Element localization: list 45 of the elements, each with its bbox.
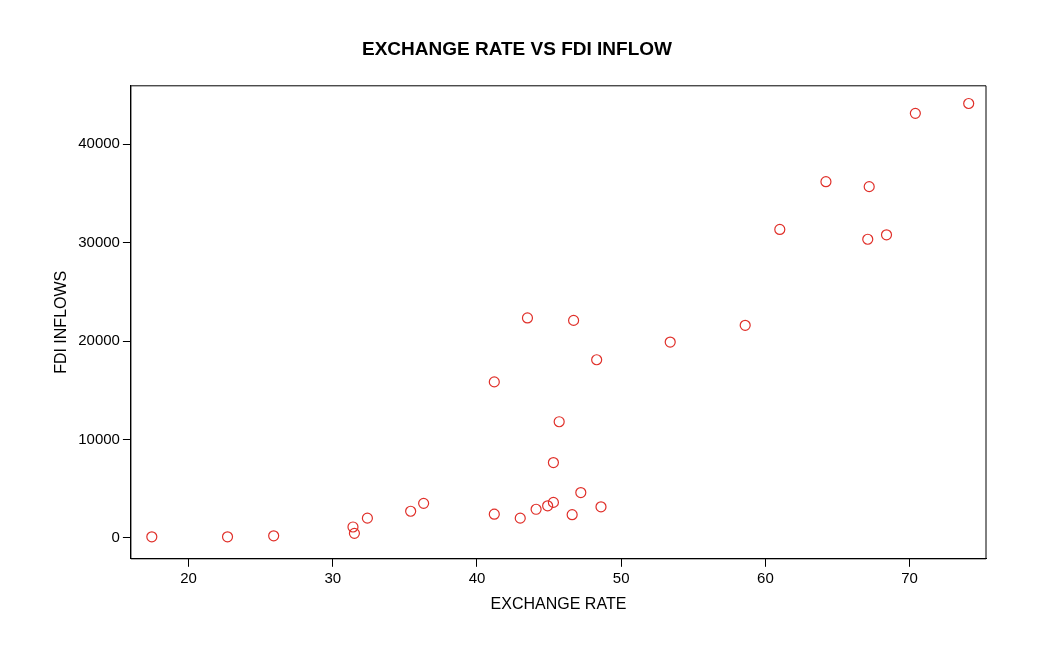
point xyxy=(595,501,607,513)
point xyxy=(820,176,832,188)
point xyxy=(739,319,751,331)
point xyxy=(488,508,500,520)
point xyxy=(521,312,534,324)
point xyxy=(568,314,580,327)
x-tick-label: 70 xyxy=(901,568,918,586)
point xyxy=(405,505,417,517)
chart-title: EXCHANGE RATE VS FDI INFLOW xyxy=(362,37,673,59)
point xyxy=(862,233,874,245)
point xyxy=(553,416,565,428)
point xyxy=(542,500,554,512)
point xyxy=(514,512,526,524)
y-tick-label: 30000 xyxy=(78,232,120,250)
point xyxy=(418,497,430,509)
point xyxy=(488,376,500,388)
point xyxy=(566,509,578,521)
x-tick-label: 60 xyxy=(757,568,774,586)
y-tick-label: 0 xyxy=(111,527,120,545)
point xyxy=(347,521,359,533)
y-tick-label: 40000 xyxy=(78,134,120,152)
x-tick-label: 20 xyxy=(180,568,197,586)
point xyxy=(774,223,786,236)
point xyxy=(268,530,280,542)
point xyxy=(530,503,542,515)
point xyxy=(146,531,158,543)
y-axis-title: FDI INFLOWS xyxy=(52,270,70,374)
point xyxy=(221,531,234,543)
point xyxy=(547,496,560,508)
point xyxy=(591,354,603,366)
point xyxy=(547,456,560,469)
point xyxy=(575,486,587,499)
y-tick-label: 10000 xyxy=(78,429,120,447)
x-axis-title: EXCHANGE RATE xyxy=(490,594,627,612)
point xyxy=(909,107,921,119)
point xyxy=(348,527,361,539)
point xyxy=(863,181,875,193)
x-tick-label: 40 xyxy=(468,568,486,586)
x-tick-label: 30 xyxy=(324,568,342,586)
point xyxy=(880,229,893,241)
point xyxy=(664,336,676,348)
y-tick-label: 20000 xyxy=(78,331,120,349)
x-tick-label: 50 xyxy=(612,568,630,586)
point xyxy=(963,97,975,110)
point xyxy=(361,512,373,524)
